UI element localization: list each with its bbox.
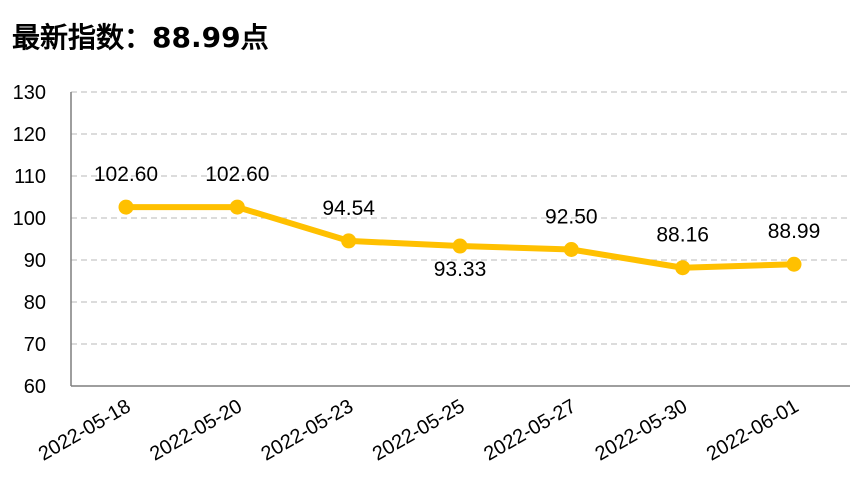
data-label: 88.99 — [768, 220, 821, 243]
x-tick-label: 2022-05-30 — [592, 395, 692, 465]
y-tick-label: 100 — [13, 208, 46, 230]
data-label: 88.16 — [656, 224, 709, 247]
x-tick-label: 2022-05-25 — [369, 395, 469, 465]
x-tick-label: 2022-05-20 — [146, 395, 246, 465]
data-point — [675, 260, 691, 276]
y-tick-label: 80 — [24, 292, 46, 314]
data-point — [563, 242, 579, 257]
y-tick-label: 110 — [14, 166, 46, 188]
data-label: 94.54 — [322, 197, 375, 220]
y-tick-label: 130 — [13, 82, 46, 104]
data-label: 92.50 — [545, 206, 598, 229]
y-tick-label: 90 — [24, 250, 46, 272]
x-tick-label: 2022-06-01 — [703, 395, 803, 465]
data-point — [229, 199, 245, 215]
data-point — [341, 233, 357, 249]
page-title: 最新指数：88.99点 — [12, 21, 269, 54]
x-tick-label: 2022-05-27 — [480, 395, 580, 465]
y-tick-label: 60 — [24, 376, 46, 398]
data-point — [452, 238, 468, 254]
y-tick-label: 120 — [13, 124, 46, 146]
data-label: 102.60 — [94, 163, 158, 186]
data-point — [118, 199, 134, 215]
x-tick-label: 2022-05-23 — [258, 395, 358, 465]
data-label: 93.33 — [434, 258, 487, 281]
y-tick-label: 70 — [24, 334, 46, 356]
data-point — [786, 256, 802, 272]
data-label: 102.60 — [205, 163, 269, 186]
x-tick-label: 2022-05-18 — [35, 395, 135, 465]
